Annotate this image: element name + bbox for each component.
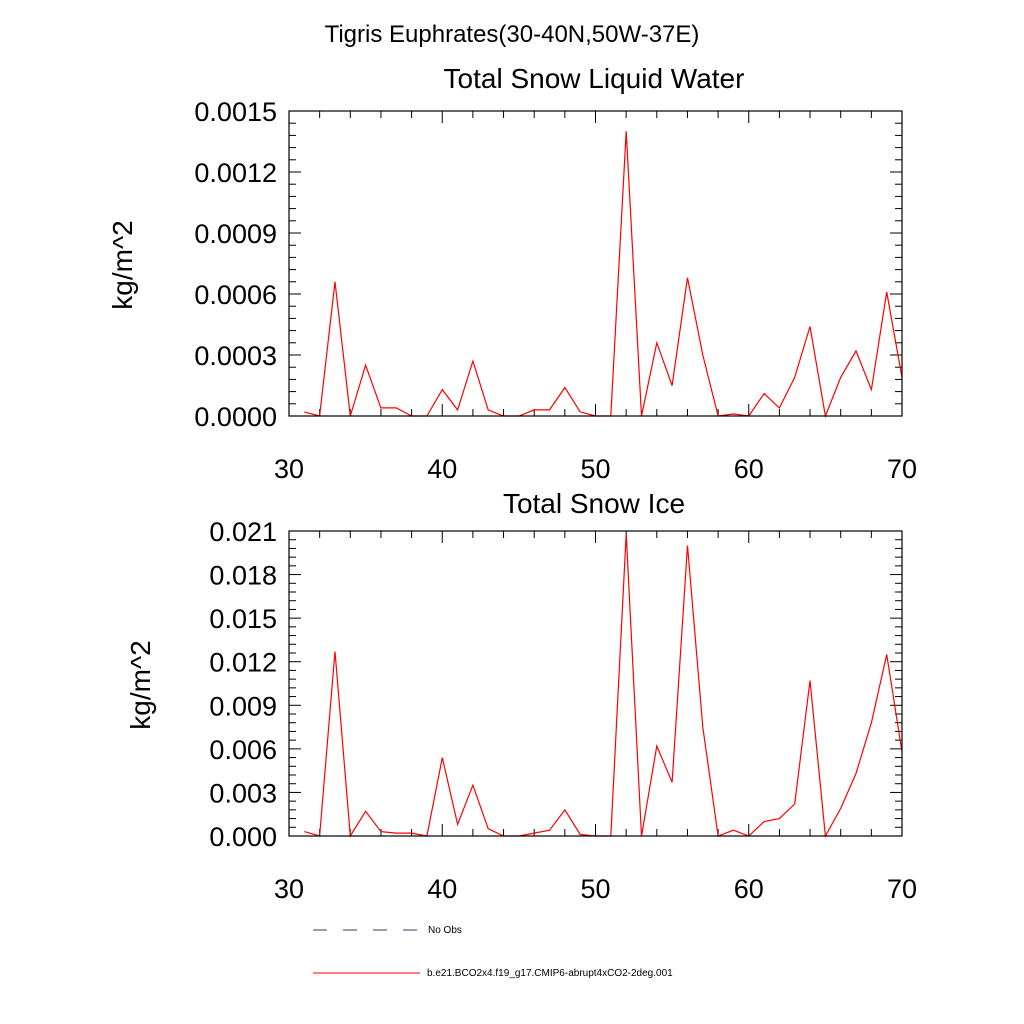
plot-frame [288, 530, 903, 837]
legend-model-label: b.e21.BCO2x4.f19_g17.CMIP6-abrupt4xCO2-2… [427, 968, 673, 979]
series-line [304, 533, 903, 838]
y-axis-label: kg/m^2 [107, 220, 138, 309]
x-tick-label: 60 [734, 454, 764, 484]
y-tick-label: 0.018 [209, 561, 277, 591]
x-tick-label: 60 [734, 874, 764, 904]
x-tick-label: 70 [887, 874, 917, 904]
panel-title: Total Snow Ice [503, 488, 685, 519]
ticks: 30 40 50 60 70 0.000 0.003 0.006 0.009 0.012 0.015… [209, 517, 917, 904]
x-tick-label: 50 [580, 874, 610, 904]
x-tick-label: 30 [274, 874, 304, 904]
y-tick-label: 0.0003 [194, 341, 277, 371]
x-tick-label: 40 [427, 454, 457, 484]
panel-title: Total Snow Liquid Water [444, 63, 745, 94]
series-line [304, 131, 903, 419]
panel-snow-ice: Total Snow Ice kg/m^2 30 40 50 60 70 0.000 0.0… [125, 488, 917, 904]
y-tick-label: 0.0006 [194, 280, 277, 310]
x-tick-label: 50 [580, 454, 610, 484]
x-tick-label: 70 [887, 454, 917, 484]
x-tick-label: 40 [427, 874, 457, 904]
y-axis-label: kg/m^2 [125, 640, 156, 729]
y-tick-label: 0.000 [209, 822, 277, 852]
ticks: 30 40 50 60 70 0.0000 0.0003 0.0006 0.0009 0.0012… [194, 97, 917, 484]
plot-area [304, 131, 903, 419]
y-tick-label: 0.0015 [194, 97, 277, 127]
y-tick-label: 0.015 [209, 604, 277, 634]
legend: No Obs b.e21.BCO2x4.f19_g17.CMIP6-abrupt… [313, 925, 673, 979]
y-tick-label: 0.0009 [194, 219, 277, 249]
y-tick-label: 0.021 [209, 517, 277, 547]
panel-snow-liquid-water: Total Snow Liquid Water kg/m^2 30 40 50 60 7… [107, 63, 917, 484]
figure-title: Tigris Euphrates(30-40N,50W-37E) [325, 21, 700, 48]
y-tick-label: 0.012 [209, 648, 277, 678]
y-tick-label: 0.0012 [194, 158, 277, 188]
y-tick-label: 0.0000 [194, 402, 277, 432]
y-tick-label: 0.006 [209, 735, 277, 765]
legend-obs-label: No Obs [428, 925, 462, 936]
y-tick-label: 0.009 [209, 691, 277, 721]
plot-frame [288, 110, 903, 417]
x-tick-label: 30 [274, 454, 304, 484]
plot-area [304, 533, 903, 838]
y-tick-label: 0.003 [209, 778, 277, 808]
